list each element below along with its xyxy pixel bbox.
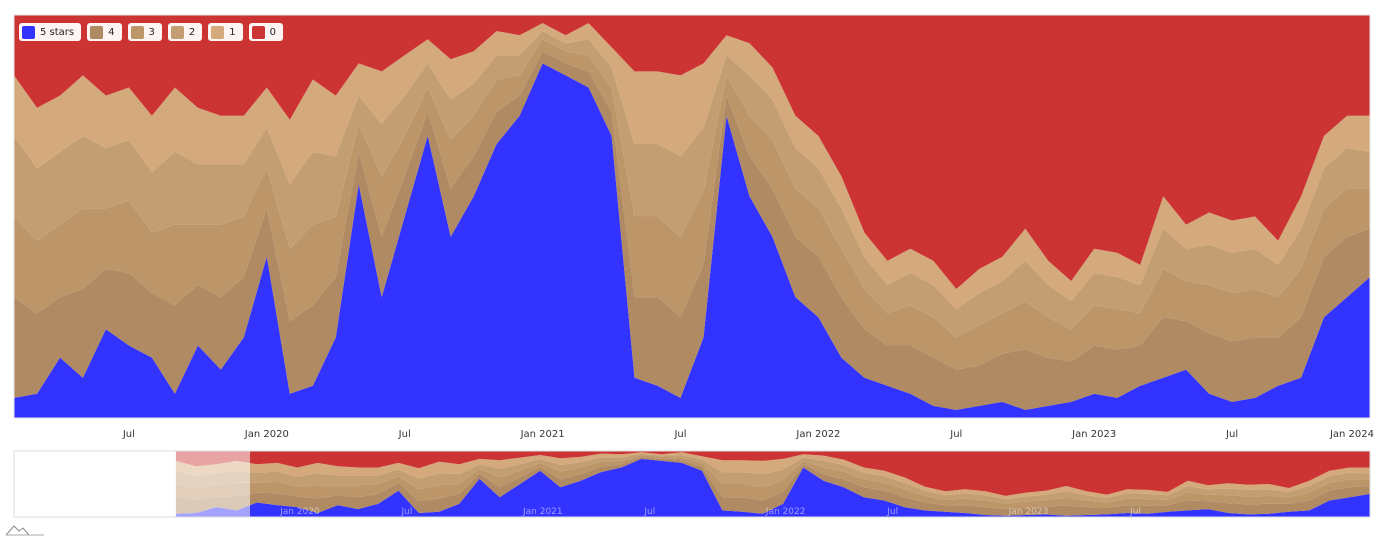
x-axis: Jul Jan 2020 Jul Jan 2021 Jul Jan 2022 Jul Jan … (122, 429, 1374, 440)
legend-swatch (22, 25, 35, 39)
x-tick-label: Jan 2024 (1329, 429, 1374, 440)
area-series-3 (175, 455, 1370, 510)
legend-label: 5 stars (40, 26, 75, 38)
legend-label: 1 (229, 26, 236, 38)
navigator-scrollbar[interactable] (175, 451, 1370, 517)
area-series-1 (175, 452, 1370, 500)
plot-border (13, 14, 1371, 419)
x-tick-label: Jan 2022 (795, 429, 840, 440)
area-series-5-stars (14, 63, 1370, 418)
legend-label: 2 (188, 26, 196, 38)
legend-item-2[interactable]: 2 (167, 23, 203, 41)
x-tick-label: Jul (949, 429, 962, 440)
legend-label: 4 (108, 26, 115, 38)
legend-swatch (130, 25, 144, 39)
area-series-0 (14, 15, 1370, 289)
legend-item-5-stars[interactable]: 5 stars (19, 23, 82, 41)
navigator-tick-label: Jul (886, 507, 898, 517)
legend-label: 0 (269, 26, 276, 38)
navigator-tick-label: Jan 2020 (279, 507, 320, 517)
x-tick-label: Jan 2023 (1071, 429, 1116, 440)
x-tick-label: Jan 2021 (520, 429, 565, 440)
area-series-4 (175, 456, 1370, 516)
x-tick-label: Jul (673, 429, 686, 440)
area-series-5-stars (175, 458, 1370, 517)
legend-item-0[interactable]: 0 (248, 23, 283, 41)
navigator-tick-label: Jan 2019 (36, 507, 77, 517)
x-tick-label: Jul (398, 429, 411, 440)
main-plot-area (14, 15, 1370, 418)
x-tick-label: Jul (1225, 429, 1238, 440)
x-tick-label: Jul (122, 429, 135, 440)
area-series-3 (14, 39, 1370, 370)
navigator-tick-label: Jan 2022 (765, 507, 806, 517)
legend-label: 3 (148, 26, 155, 38)
navigator-tick-label: Jan 2021 (522, 507, 563, 517)
area-series-2 (175, 453, 1370, 504)
legend: 5 stars 4 3 2 1 0 (19, 23, 283, 41)
area-series-4 (14, 51, 1370, 410)
navigator-tick-label: Jul (1129, 507, 1141, 517)
navigator-unselected-mask (14, 451, 250, 517)
legend-item-3[interactable]: 3 (127, 23, 162, 41)
navigator-tick-label: Jul (401, 507, 413, 517)
x-tick-label: Jan 2020 (244, 429, 289, 440)
legend-swatch (251, 25, 265, 39)
legend-item-4[interactable]: 4 (87, 23, 122, 41)
area-series-2 (14, 31, 1370, 338)
legend-swatch (211, 25, 225, 39)
area-series-0 (175, 451, 1370, 496)
legend-item-1[interactable]: 1 (208, 23, 243, 41)
chart-logo (5, 525, 44, 536)
legend-swatch (170, 25, 184, 39)
area-series-1 (14, 23, 1370, 310)
navigator-tick-label: Jul (643, 507, 655, 517)
legend-swatch (90, 25, 104, 39)
navigator-axis: Jan 2019 Jul Jan 2020 Jul Jan 2021 Jul Jan 202… (36, 507, 1141, 517)
navigator-tick-label: Jul (158, 507, 170, 517)
navigator-border (13, 450, 1371, 518)
navigator-tick-label: Jan 2023 (1008, 507, 1049, 517)
